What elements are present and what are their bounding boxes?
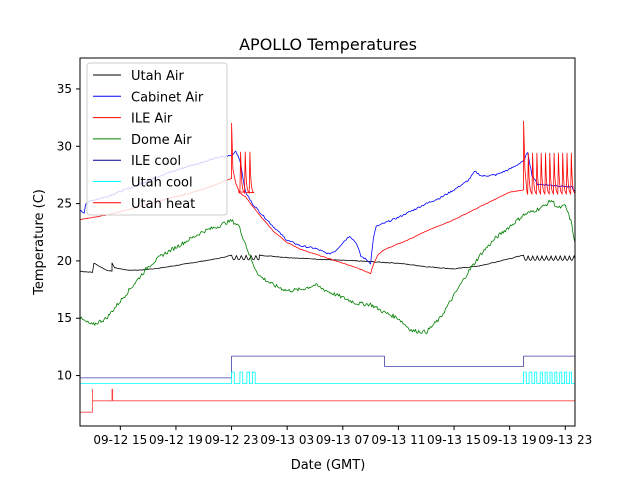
series-line-utah-air bbox=[80, 254, 575, 273]
x-tick-label: 09-12 23 bbox=[205, 433, 259, 447]
series-line-ile-cool bbox=[80, 355, 575, 379]
y-tick-label: 20 bbox=[57, 254, 72, 268]
x-axis-label: Date (GMT) bbox=[291, 458, 366, 473]
x-tick-label: 09-13 15 bbox=[427, 433, 481, 447]
legend: Utah Air Cabinet Air ILE Air Dome Air ILE co… bbox=[86, 62, 228, 216]
x-tick-label: 09-13 07 bbox=[316, 433, 370, 447]
x-tick-label: 09-13 03 bbox=[260, 433, 314, 447]
x-tick-label: 09-13 11 bbox=[371, 433, 425, 447]
y-tick-label: 15 bbox=[57, 311, 72, 325]
y-axis: 10 15 20 25 30 35 bbox=[57, 82, 80, 383]
y-tick-label: 10 bbox=[57, 369, 72, 383]
legend-label: Dome Air bbox=[131, 133, 192, 148]
x-tick-label: 09-12 15 bbox=[93, 433, 147, 447]
y-axis-label: Temperature (C) bbox=[32, 189, 47, 296]
series-line-dome-air bbox=[80, 199, 575, 335]
plot-frame bbox=[79, 57, 576, 427]
legend-label: Utah Air bbox=[131, 69, 184, 84]
x-tick-label: 09-13 19 bbox=[483, 433, 537, 447]
chart-title: APOLLO Temperatures bbox=[239, 35, 417, 54]
y-tick-label: 35 bbox=[57, 82, 72, 96]
x-tick-label: 09-12 19 bbox=[149, 433, 203, 447]
legend-label: Utah cool bbox=[131, 176, 193, 191]
x-axis: 09-12 15 09-12 19 09-12 23 09-13 03 09-13 07… bbox=[93, 426, 592, 447]
series-line-utah-cool bbox=[80, 371, 575, 384]
legend-label: ILE cool bbox=[131, 154, 181, 169]
series-line-utah-heat bbox=[80, 388, 575, 413]
legend-label: Utah heat bbox=[131, 197, 195, 212]
legend-label: ILE Air bbox=[131, 112, 173, 127]
legend-box bbox=[86, 62, 228, 216]
legend-label: Cabinet Air bbox=[131, 90, 204, 105]
x-tick-label: 09-13 23 bbox=[538, 433, 592, 447]
y-tick-label: 30 bbox=[57, 139, 72, 153]
y-tick-label: 25 bbox=[57, 197, 72, 211]
